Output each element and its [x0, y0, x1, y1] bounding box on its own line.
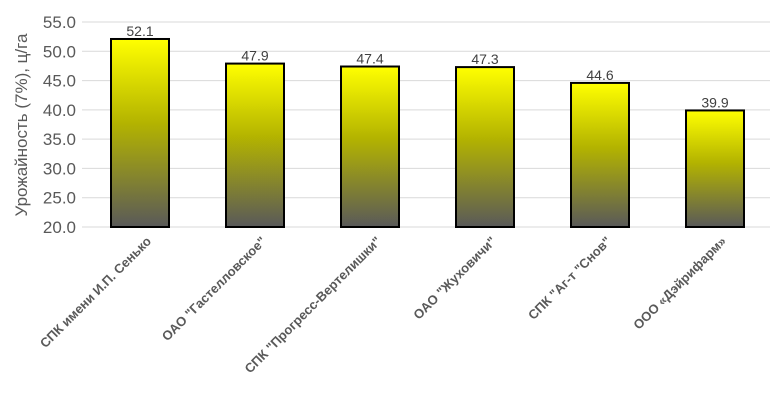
- x-axis-categories: СПК имени И.П. Сенько ОАО "Гастелловское"…: [37, 233, 729, 376]
- y-tick-label: 35.0: [43, 130, 76, 149]
- bar: [455, 66, 515, 228]
- gridlines: [82, 21, 770, 228]
- y-axis-label: Урожайность (7%), ц/га: [12, 33, 31, 216]
- y-tick-label: 30.0: [43, 159, 76, 178]
- category-label: ООО «Дэйрифарм»: [630, 234, 729, 333]
- category-label: СПК "Аг-т "Снов": [525, 234, 614, 323]
- bar: [685, 109, 745, 228]
- y-tick-label: 55.0: [43, 13, 76, 32]
- data-label: 47.4: [356, 51, 383, 67]
- data-label: 39.9: [701, 94, 728, 110]
- category-label: ОАО "Гастелловское": [159, 234, 269, 344]
- data-label: 47.3: [471, 51, 498, 67]
- bar: [110, 37, 170, 228]
- y-tick-label: 25.0: [43, 189, 76, 208]
- bar: [340, 65, 400, 228]
- category-label: СПК имени И.П. Сенько: [37, 233, 154, 350]
- bar: [570, 81, 630, 228]
- bars: [110, 37, 745, 229]
- y-tick-label: 40.0: [43, 101, 76, 120]
- y-tick-label: 20.0: [43, 218, 76, 237]
- data-label: 47.9: [241, 48, 268, 64]
- data-label: 52.1: [126, 23, 153, 39]
- data-label: 44.6: [586, 67, 613, 83]
- y-axis-ticks: 20.0 25.0 30.0 35.0 40.0 45.0 50.0 55.0: [43, 13, 76, 237]
- data-labels: 52.1 47.9 47.4 47.3 44.6 39.9: [126, 23, 728, 110]
- bar: [225, 62, 285, 229]
- category-label: СПК "Прогресс-Вертелишки": [242, 234, 385, 377]
- y-tick-label: 45.0: [43, 72, 76, 91]
- category-label: ОАО "Жуховичи": [410, 234, 499, 323]
- y-tick-label: 50.0: [43, 42, 76, 61]
